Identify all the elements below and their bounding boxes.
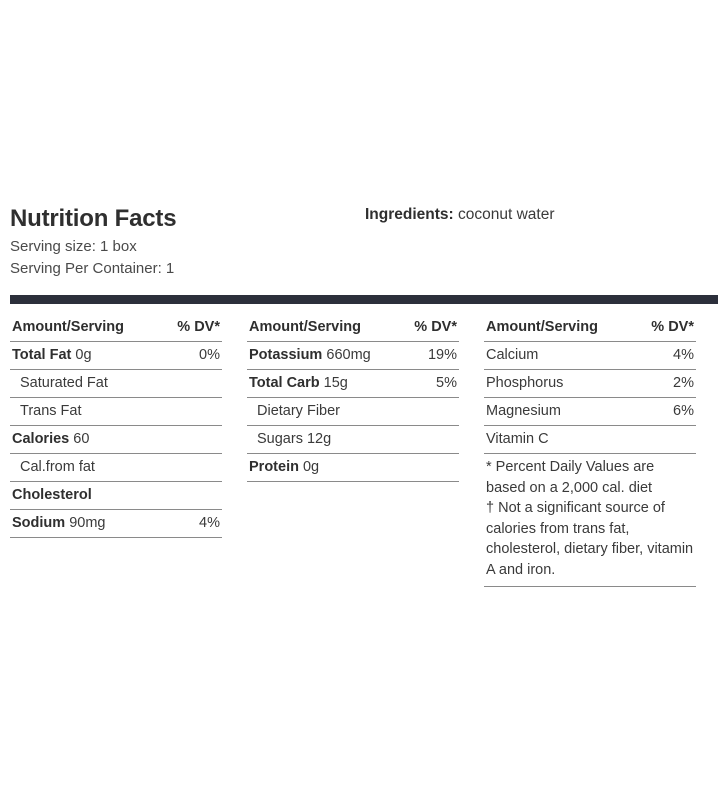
nutrient-row-phosphorus: Phosphorus 2% <box>484 370 696 398</box>
nutrient-amount: 0g <box>302 459 320 475</box>
nutrient-row-total-carb: Total Carb 15g 5% <box>247 370 459 398</box>
nutrient-label: Magnesium <box>486 403 561 419</box>
nutrient-column-3: Amount/Serving % DV* Calcium 4% Phosphor… <box>484 314 696 587</box>
header-dv: % DV* <box>177 319 220 335</box>
nutrient-amount: 12g <box>306 431 332 447</box>
nutrient-amount: 60 <box>73 431 90 447</box>
nutrient-column-2: Amount/Serving % DV* Potassium 660mg 19%… <box>247 314 459 482</box>
nutrient-label: Vitamin C <box>486 431 549 447</box>
footnote: * Percent Daily Values are based on a 2,… <box>484 454 696 587</box>
nutrient-label: Cal.from fat <box>20 459 95 475</box>
nutrient-amount: 90mg <box>69 515 106 531</box>
ingredients: Ingredients: coconut water <box>365 206 555 224</box>
nutrient-label: Phosphorus <box>486 375 564 391</box>
nutrient-label: Calcium <box>486 347 539 363</box>
nutrient-amount: 15g <box>323 375 348 391</box>
nutrient-amount: 0g <box>75 347 92 363</box>
footnote-not-significant: † Not a significant source of calories f… <box>486 500 694 578</box>
header-amount: Amount/Serving <box>12 319 124 335</box>
nutrient-row-trans-fat: Trans Fat <box>10 398 222 426</box>
nutrient-label: Saturated Fat <box>20 375 108 391</box>
nutrient-dv: 6% <box>673 403 694 419</box>
nutrient-row-sugars: Sugars 12g <box>247 426 459 454</box>
nutrient-label: Protein <box>249 459 299 475</box>
nutrient-row-saturated-fat: Saturated Fat <box>10 370 222 398</box>
nutrient-amount: 660mg <box>326 347 371 363</box>
nutrient-label: Calories <box>12 431 70 447</box>
nutrient-label: Trans Fat <box>20 403 82 419</box>
header-dv: % DV* <box>414 319 457 335</box>
header-amount: Amount/Serving <box>249 319 361 335</box>
nutrient-row-cal-from-fat: Cal.from fat <box>10 454 222 482</box>
nutrient-dv: 4% <box>673 347 694 363</box>
nutrient-row-sodium: Sodium 90mg 4% <box>10 510 222 538</box>
footnote-daily-values: * Percent Daily Values are based on a 2,… <box>486 459 655 496</box>
nutrient-row-vitamin-c: Vitamin C <box>484 426 696 454</box>
nutrient-label: Potassium <box>249 347 323 363</box>
header-dv: % DV* <box>651 319 694 335</box>
serving-size: Serving size: 1 box <box>10 238 137 255</box>
nutrient-row-dietary-fiber: Dietary Fiber <box>247 398 459 426</box>
nutrient-column-1: Amount/Serving % DV* Total Fat 0g 0% Sat… <box>10 314 222 538</box>
column-header: Amount/Serving % DV* <box>247 314 459 342</box>
nutrient-label: Total Carb <box>249 375 320 391</box>
nutrition-title: Nutrition Facts <box>10 205 177 232</box>
nutrient-label: Cholesterol <box>12 487 92 503</box>
nutrient-dv: 19% <box>427 347 457 363</box>
nutrient-row-calcium: Calcium 4% <box>484 342 696 370</box>
nutrient-dv: 0% <box>199 347 220 363</box>
divider-bar <box>10 295 718 304</box>
header-amount: Amount/Serving <box>486 319 598 335</box>
nutrient-row-protein: Protein 0g <box>247 454 459 482</box>
servings-per-container: Serving Per Container: 1 <box>10 260 175 277</box>
ingredients-value: coconut water <box>458 206 555 223</box>
nutrient-dv: 4% <box>199 515 220 531</box>
nutrient-label: Dietary Fiber <box>257 403 340 419</box>
column-header: Amount/Serving % DV* <box>10 314 222 342</box>
nutrient-row-calories: Calories 60 <box>10 426 222 454</box>
nutrient-row-total-fat: Total Fat 0g 0% <box>10 342 222 370</box>
nutrient-dv: 2% <box>673 375 694 391</box>
nutrient-row-potassium: Potassium 660mg 19% <box>247 342 459 370</box>
column-header: Amount/Serving % DV* <box>484 314 696 342</box>
nutrient-label: Sodium <box>12 515 66 531</box>
nutrient-label: Total Fat <box>12 347 72 363</box>
nutrient-dv: 5% <box>436 375 457 391</box>
nutrient-label: Sugars <box>257 431 303 447</box>
nutrient-row-magnesium: Magnesium 6% <box>484 398 696 426</box>
nutrient-row-cholesterol: Cholesterol <box>10 482 222 510</box>
ingredients-label: Ingredients: <box>365 206 454 223</box>
